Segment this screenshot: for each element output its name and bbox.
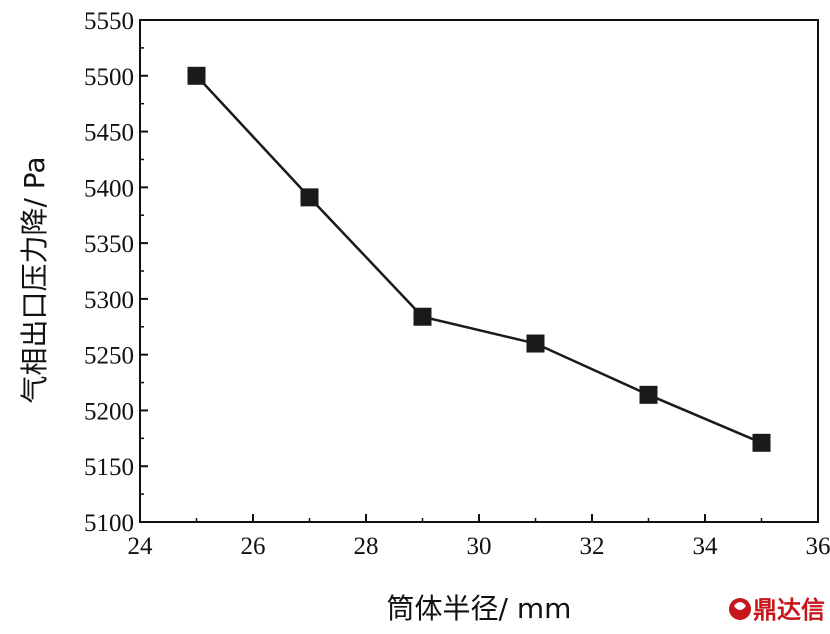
watermark: 鼎达信 (729, 596, 825, 624)
y-tick-label: 5200 (84, 398, 134, 425)
x-axis-label: 筒体半径/ mm (387, 592, 572, 625)
x-tick-label: 34 (693, 533, 719, 560)
y-tick-label: 5300 (84, 287, 134, 314)
data-point (413, 307, 432, 326)
data-point (639, 385, 658, 404)
x-tick-label: 30 (467, 533, 492, 560)
watermark-text: 鼎达信 (753, 596, 825, 624)
y-tick-label: 5500 (84, 64, 134, 91)
y-tick-label: 5100 (84, 510, 134, 537)
plot-frame (139, 19, 819, 523)
y-tick-label: 5400 (84, 175, 134, 202)
data-series (187, 66, 771, 452)
y-tick-label: 5250 (84, 343, 134, 370)
x-tick-label: 28 (354, 533, 379, 560)
y-axis: 5100 5150 5200 5250 5300 5350 5400 5450 5500 5550 (84, 8, 148, 537)
x-tick-label: 26 (241, 533, 266, 560)
x-tick-label: 36 (806, 533, 830, 560)
data-point (300, 188, 319, 207)
series-line (195, 74, 762, 444)
y-axis-label: 气相出口压力降/ Pa (18, 156, 51, 403)
x-tick-label: 32 (580, 533, 605, 560)
y-tick-label: 5150 (84, 454, 134, 481)
data-point (187, 66, 206, 85)
data-point (752, 433, 771, 452)
y-tick-label: 5450 (84, 120, 134, 147)
data-point (526, 334, 545, 353)
brand-logo-mark (734, 602, 746, 610)
y-tick-label: 5550 (84, 8, 134, 35)
y-tick-label: 5350 (84, 231, 134, 258)
x-axis: 24 26 28 30 32 34 36 (128, 514, 830, 560)
x-tick-label: 24 (128, 533, 154, 560)
